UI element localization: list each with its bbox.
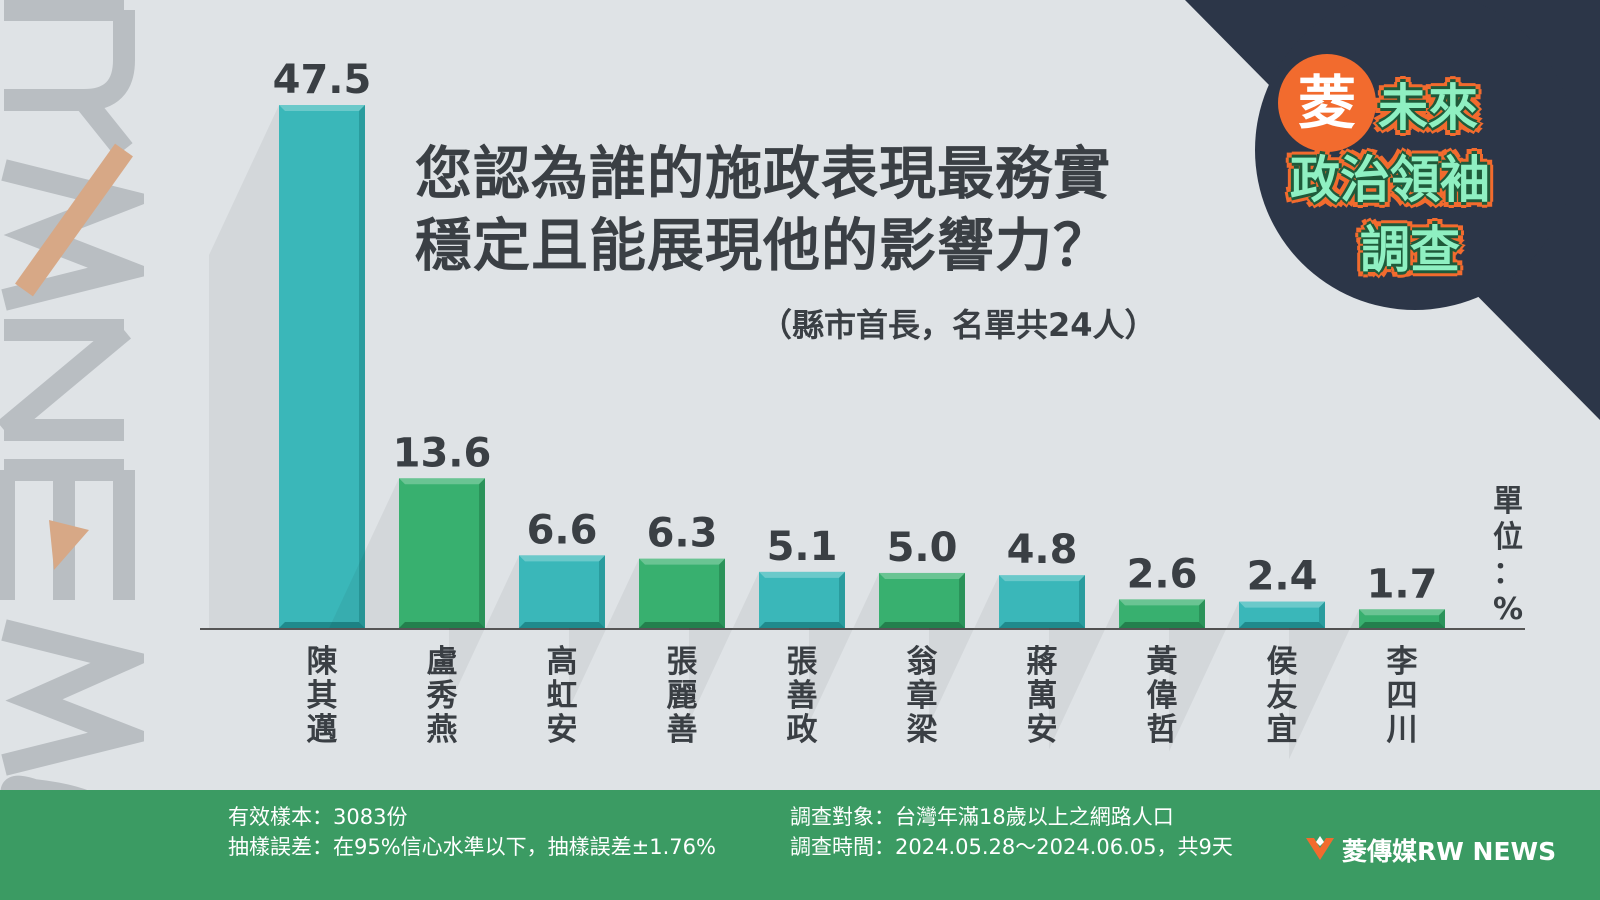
footer-left: 有效樣本：3083份 抽樣誤差：在95%信心水準以下，抽樣誤差±1.76% [228,802,716,862]
bar-bevel-right [959,572,965,628]
bar-chart: 47.5 陳其邁 13.6 盧秀燕 6.6 高虹安 6.3 張麗善 5.1 張善政 5.0 翁章梁 4.… [200,57,1525,760]
footer-bar: 有效樣本：3083份 抽樣誤差：在95%信心水準以下，抽樣誤差±1.76% 調查… [0,790,1600,900]
bar-bevel-top [399,478,485,485]
bar-value-label: 13.6 [393,430,492,476]
sampling-error-text: 抽樣誤差：在95%信心水準以下，抽樣誤差±1.76% [228,835,716,859]
bar-value-label: 6.3 [647,511,718,557]
bar-bevel-bottom [759,622,845,628]
bar-bevel-right [1079,575,1085,628]
bar-shadow [209,105,279,628]
watermark-rw-news [0,0,144,883]
bar-bevel-bottom [279,622,365,628]
chart-subtitle: （縣市首長，名單共24人） [760,306,1157,344]
bar [639,558,725,628]
watermark-letter-w2 [1,619,144,776]
bar-bevel-bottom [399,622,485,628]
bar-shadow [1289,609,1359,760]
bar-bevel-bottom [1359,622,1445,628]
bar-value-label: 6.6 [527,507,598,553]
watermark-letter-r [4,0,135,157]
unit-char-2: 位 [1493,520,1523,555]
category-label: 侯友宜 [1267,644,1298,748]
badge-line-2: 政治領袖 [1290,151,1490,209]
category-label: 黃偉哲 [1147,644,1178,748]
bar-shadow [929,575,999,726]
bar-value-label: 2.4 [1247,554,1318,600]
bar-shadow [569,558,639,709]
bar-shadow [1169,601,1239,752]
bar-bevel-right [1439,609,1445,628]
chart-title: 您認為誰的施政表現最務實 穩定且能展現他的影響力？ [415,138,1275,282]
bar-bevel-right [599,555,605,628]
bar-shadow [689,571,759,722]
bar [879,572,965,628]
bar-value-label: 5.1 [767,524,838,570]
bar-bevel-right [1199,599,1205,628]
category-label: 翁章梁 [907,644,938,748]
bar-bevel-top [279,105,365,111]
unit-char-4: % [1492,592,1524,627]
bar-bevel-bottom [519,622,605,628]
brand-logo-icon [1306,836,1334,860]
survey-target-text: 調查對象：台灣年滿18歲以上之網路人口 [790,805,1174,829]
watermark-accent-triangle [49,520,89,570]
survey-period-text: 調查時間：2024.05.28～2024.06.05，共9天 [790,835,1233,859]
bar-value-label: 5.0 [887,525,958,571]
bar-bevel-top [519,555,605,562]
bar-shadow [329,478,399,629]
bar-value-label: 47.5 [273,57,372,103]
bar-bevel-bottom [879,622,965,628]
bar-bevel-top [639,558,725,565]
bar [519,555,605,628]
bar-bevel-top [1119,599,1205,606]
category-label: 張善政 [787,644,818,748]
bar-value-label: 2.6 [1127,551,1198,597]
watermark-accent-slash [15,143,133,297]
bar-shadow [1049,599,1119,750]
unit-char-3: ： [1493,556,1523,591]
bar-bevel-top [999,575,1085,582]
unit-char-1: 單 [1493,484,1523,519]
badge-line-3: 調查 [1360,221,1460,279]
badge-ling-circle: 菱 [1278,54,1376,152]
bar [759,571,845,628]
survey-badge: 菱 未來 政治領袖 調查 [1270,48,1580,298]
bar [279,105,365,628]
bar [999,575,1085,628]
bar-bevel-right [359,105,365,628]
title-line-2: 穩定且能展現他的影響力？ [415,213,1111,279]
brand-name: 菱傳媒RW NEWS [1342,837,1557,866]
category-label: 陳其邁 [307,644,338,748]
category-label: 李四川 [1387,644,1418,748]
sample-size-text: 有效樣本：3083份 [228,805,408,829]
bar-bevel-right [719,558,725,628]
category-label: 蔣萬安 [1027,644,1058,748]
bar-bevel-bottom [639,622,725,628]
bar [399,478,485,628]
category-label: 高虹安 [547,644,578,748]
bar-bevel-bottom [999,622,1085,628]
title-line-1: 您認為誰的施政表現最務實 [415,141,1111,207]
bar-bevel-right [479,478,485,628]
footer-right: 調查對象：台灣年滿18歲以上之網路人口 調查時間：2024.05.28～2024… [790,802,1233,862]
watermark-letter-n [0,319,132,441]
bar-bevel-top [759,571,845,578]
bar-bevel-top [1239,601,1325,608]
bar-value-label: 4.8 [1007,527,1078,573]
bar-value-label: 1.7 [1367,561,1438,607]
badge-line-1: 未來 [1378,79,1478,137]
bar-bevel-top [1359,609,1445,616]
category-label: 盧秀燕 [426,644,458,748]
bar-bevel-top [879,572,965,579]
bar-shadow [809,572,879,723]
bar-bevel-bottom [1239,622,1325,628]
unit-label: 單 位 ： % [1488,484,1528,628]
bar-bevel-right [1319,601,1325,628]
bar-bevel-right [839,571,845,628]
bar-shadow [449,555,519,706]
watermark-letter-e [0,459,135,600]
category-label: 張麗善 [667,644,698,748]
bar-bevel-bottom [1119,622,1205,628]
